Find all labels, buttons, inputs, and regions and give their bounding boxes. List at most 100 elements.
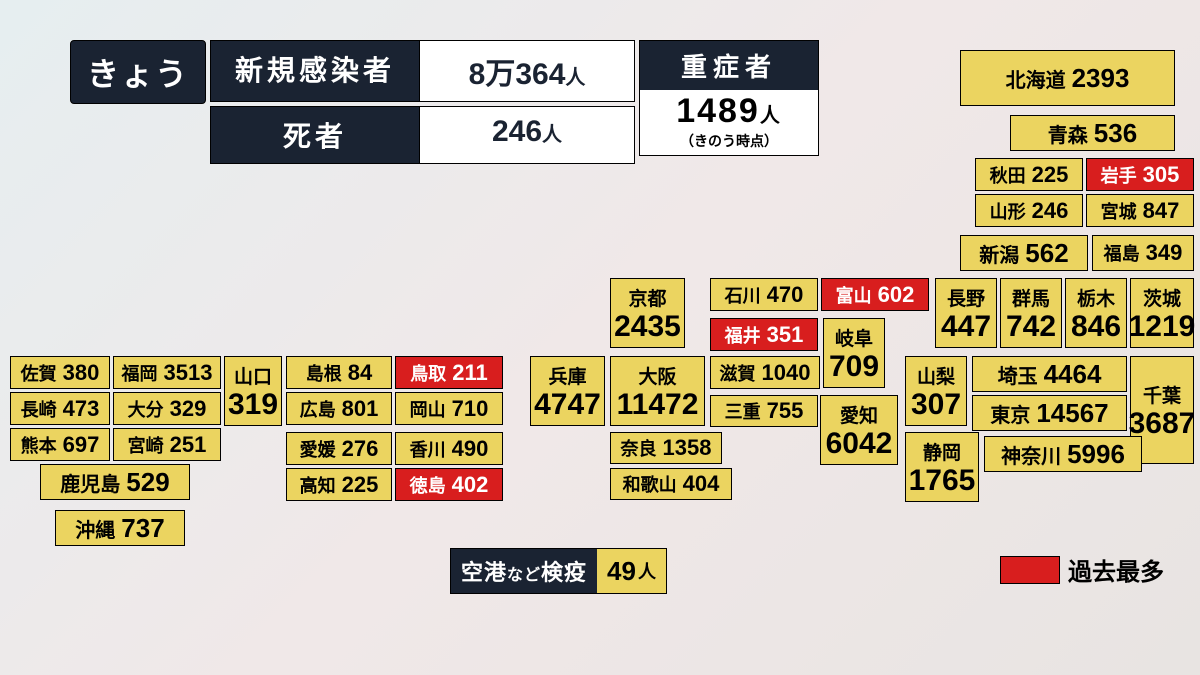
prefecture-fukushima: 福島349 <box>1092 235 1194 271</box>
cases-deaths-column: 新規感染者 8万364人 死者 246人 <box>210 40 635 164</box>
prefecture-iwate: 岩手305 <box>1086 158 1194 191</box>
prefecture-value: 4464 <box>1044 359 1102 390</box>
prefecture-name: 大分 <box>128 396 164 422</box>
prefecture-name: 山形 <box>990 198 1026 224</box>
prefecture-niigata: 新潟562 <box>960 235 1088 271</box>
prefecture-value: 14567 <box>1036 398 1108 429</box>
row-new-cases: 新規感染者 8万364人 <box>210 40 635 102</box>
airport-label: 空港など検疫 <box>451 549 597 593</box>
prefecture-name: 福島 <box>1104 240 1140 266</box>
prefecture-value: 319 <box>228 389 278 421</box>
prefecture-tokushima: 徳島402 <box>395 468 503 501</box>
prefecture-name: 香川 <box>410 436 446 462</box>
prefecture-value: 1040 <box>762 360 811 386</box>
prefecture-name: 佐賀 <box>21 360 57 386</box>
prefecture-miyazaki: 宮崎251 <box>113 428 221 461</box>
prefecture-gunma: 群馬742 <box>1000 278 1062 348</box>
airport-value: 49人 <box>597 549 666 593</box>
prefecture-value: 11472 <box>617 389 699 421</box>
prefecture-value: 276 <box>342 436 379 462</box>
prefecture-name: 山梨 <box>917 362 955 389</box>
prefecture-nagano: 長野447 <box>935 278 997 348</box>
prefecture-name: 千葉 <box>1143 381 1181 408</box>
prefecture-kanagawa: 神奈川5996 <box>984 436 1142 472</box>
prefecture-value: 305 <box>1143 162 1180 188</box>
prefecture-yamaguchi: 山口319 <box>224 356 282 426</box>
prefecture-name: 長崎 <box>21 396 57 422</box>
prefecture-nara: 奈良1358 <box>610 432 722 464</box>
prefecture-value: 490 <box>452 436 489 462</box>
severe-box: 重症者 1489人 （きのう時点） <box>639 40 819 156</box>
prefecture-kochi: 高知225 <box>286 468 392 501</box>
prefecture-name: 静岡 <box>923 438 961 465</box>
prefecture-kyoto: 京都2435 <box>610 278 685 348</box>
prefecture-name: 神奈川 <box>1001 440 1061 469</box>
prefecture-value: 2435 <box>614 311 681 343</box>
prefecture-value: 737 <box>121 513 164 544</box>
prefecture-name: 愛媛 <box>300 436 336 462</box>
legend-swatch <box>1000 556 1060 584</box>
prefecture-value: 4747 <box>534 389 601 421</box>
prefecture-value: 5996 <box>1067 439 1125 470</box>
prefecture-osaka: 大阪11472 <box>610 356 705 426</box>
prefecture-kumamoto: 熊本697 <box>10 428 110 461</box>
prefecture-fukui: 福井351 <box>710 318 818 351</box>
prefecture-nagasaki: 長崎473 <box>10 392 110 425</box>
prefecture-name: 埼玉 <box>998 360 1038 389</box>
prefecture-value: 307 <box>911 389 961 421</box>
prefecture-name: 愛知 <box>840 401 878 428</box>
prefecture-shizuoka: 静岡1765 <box>905 432 979 502</box>
prefecture-yamanashi: 山梨307 <box>905 356 967 426</box>
prefecture-value: 402 <box>452 472 489 498</box>
prefecture-value: 447 <box>941 311 991 343</box>
prefecture-name: 大阪 <box>638 362 676 389</box>
prefecture-saga: 佐賀380 <box>10 356 110 389</box>
prefecture-hyogo: 兵庫4747 <box>530 356 605 426</box>
prefecture-kagoshima: 鹿児島529 <box>40 464 190 500</box>
prefecture-name: 長野 <box>947 284 985 311</box>
prefecture-value: 380 <box>63 360 100 386</box>
prefecture-ibaraki: 茨城1219 <box>1130 278 1194 348</box>
prefecture-value: 349 <box>1146 240 1183 266</box>
prefecture-tottori: 鳥取211 <box>395 356 503 389</box>
prefecture-hokkaido: 北海道2393 <box>960 50 1175 106</box>
prefecture-name: 山口 <box>234 362 272 389</box>
prefecture-name: 新潟 <box>979 239 1019 268</box>
prefecture-gifu: 岐阜709 <box>823 318 885 388</box>
prefecture-name: 北海道 <box>1006 64 1066 93</box>
prefecture-name: 島根 <box>306 360 342 386</box>
label-new-cases: 新規感染者 <box>210 40 420 102</box>
prefecture-value: 351 <box>767 322 804 348</box>
prefecture-name: 福岡 <box>122 360 158 386</box>
prefecture-tokyo: 東京14567 <box>972 395 1127 431</box>
row-deaths: 死者 246人 <box>210 106 635 164</box>
prefecture-name: 滋賀 <box>720 360 756 386</box>
prefecture-tochigi: 栃木846 <box>1065 278 1127 348</box>
prefecture-toyama: 富山602 <box>821 278 929 311</box>
prefecture-name: 岐阜 <box>835 324 873 351</box>
prefecture-value: 211 <box>452 360 488 386</box>
prefecture-name: 鹿児島 <box>60 468 120 497</box>
prefecture-name: 京都 <box>628 284 666 311</box>
prefecture-value: 3513 <box>164 360 213 386</box>
prefecture-name: 和歌山 <box>623 471 677 497</box>
label-severe: 重症者 <box>640 41 818 90</box>
prefecture-name: 栃木 <box>1077 284 1115 311</box>
prefecture-mie: 三重755 <box>710 395 818 427</box>
airport-quarantine: 空港など検疫 49人 <box>450 548 667 594</box>
prefecture-name: 沖縄 <box>75 514 115 543</box>
prefecture-value: 404 <box>683 471 720 497</box>
value-new-cases: 8万364人 <box>420 40 635 102</box>
prefecture-value: 473 <box>63 396 100 422</box>
prefecture-name: 岡山 <box>410 396 446 422</box>
value-severe: 1489人 <box>676 90 782 131</box>
prefecture-name: 石川 <box>725 282 761 308</box>
prefecture-aichi: 愛知6042 <box>820 395 898 465</box>
prefecture-value: 225 <box>342 472 379 498</box>
prefecture-value: 536 <box>1094 118 1137 149</box>
prefecture-ehime: 愛媛276 <box>286 432 392 465</box>
prefecture-name: 宮城 <box>1101 198 1137 224</box>
prefecture-name: 三重 <box>725 398 761 424</box>
prefecture-name: 岩手 <box>1101 162 1137 188</box>
prefecture-value: 801 <box>342 396 379 422</box>
